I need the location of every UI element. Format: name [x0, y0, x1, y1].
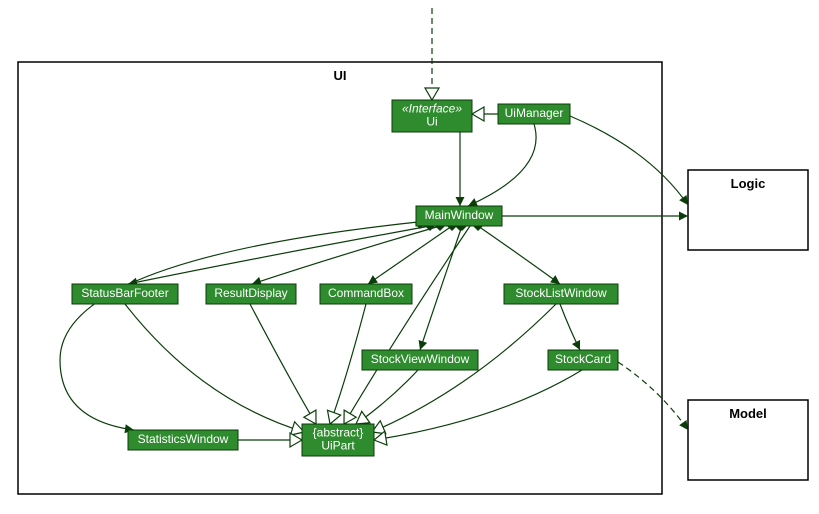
node-resultdisplay	[206, 284, 296, 304]
edge-assoc	[478, 226, 560, 284]
hollow-arrowhead	[356, 411, 370, 424]
arrowhead	[679, 195, 688, 205]
edge-gen	[125, 304, 304, 432]
edge-gen	[250, 304, 316, 424]
hollow-arrowhead	[472, 107, 484, 121]
arrowhead	[368, 275, 378, 284]
edge-assoc	[420, 226, 462, 350]
arrowhead	[456, 197, 465, 206]
edge-dep-dashed	[618, 362, 688, 430]
node-uimanager	[498, 104, 570, 124]
package-title-ui: UI	[334, 68, 347, 83]
hollow-arrowhead	[290, 433, 302, 447]
node-statusbarfooter	[72, 284, 178, 304]
edge-assoc	[60, 222, 418, 430]
node-statisticswindow	[128, 430, 238, 450]
edge-assoc	[468, 124, 536, 206]
package-title-model: Model	[729, 406, 767, 421]
hollow-arrowhead	[425, 88, 439, 100]
package-title-logic: Logic	[731, 176, 766, 191]
edge-assoc	[570, 116, 688, 205]
hollow-arrowhead	[304, 410, 316, 424]
node-ui-iface	[392, 100, 472, 132]
node-mainwindow	[416, 206, 502, 226]
edge-gen	[374, 370, 582, 440]
node-stockviewwindow	[362, 350, 478, 370]
hollow-arrowhead	[327, 410, 340, 424]
edge-assoc	[252, 226, 440, 284]
edge-gen	[344, 226, 470, 424]
node-stocklistwindow	[504, 284, 618, 304]
hollow-arrowhead	[344, 410, 356, 424]
node-uipart	[302, 424, 374, 456]
arrowhead	[419, 340, 428, 350]
arrowhead	[679, 420, 688, 430]
arrowhead	[679, 212, 688, 221]
arrowhead	[550, 275, 560, 284]
node-commandbox	[320, 284, 412, 304]
edge-gen	[330, 304, 366, 424]
node-stockcard	[548, 350, 618, 370]
